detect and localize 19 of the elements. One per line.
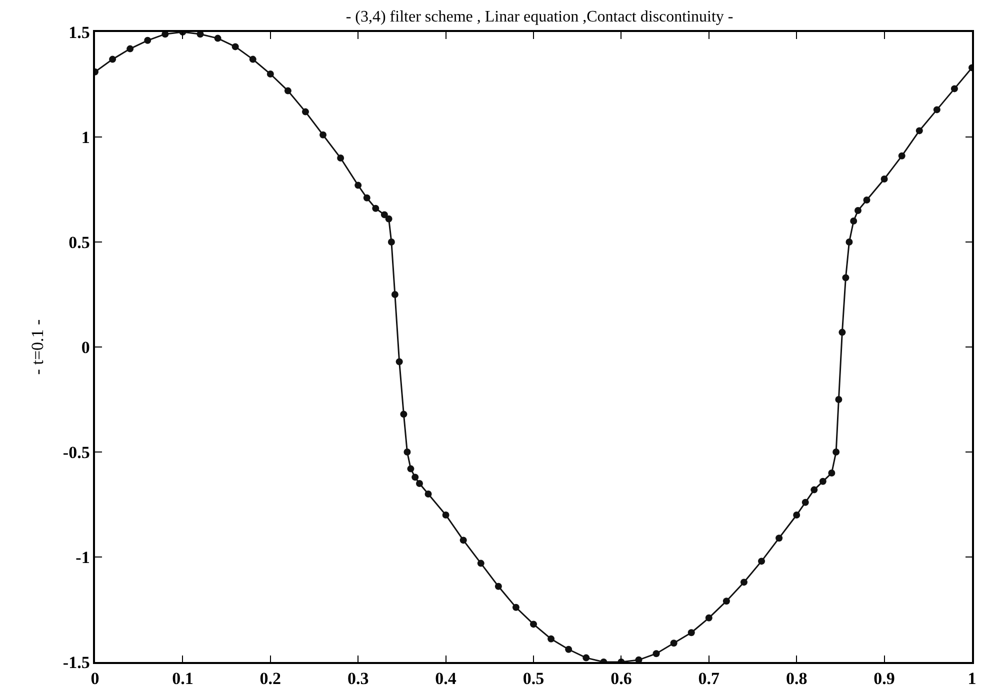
x-tick-label: 0.6 — [610, 669, 632, 688]
x-tick-label: 0.5 — [522, 669, 544, 688]
y-tick-label: -0.5 — [62, 442, 90, 462]
chart-title: - (3,4) filter scheme , Linar equation ,Contact discontinuity - — [346, 8, 734, 26]
y-tick-label: 0.5 — [68, 232, 90, 252]
y-tick-label: 1 — [81, 128, 90, 147]
y-axis-title: - t=0.1 - — [28, 318, 47, 375]
x-tick-label: 1 — [968, 669, 976, 688]
y-tick-label: 1.5 — [68, 22, 90, 42]
y-tick-label: -1.5 — [62, 652, 90, 672]
y-tick-label: 0 — [81, 338, 90, 357]
x-tick-label: 0.4 — [435, 669, 457, 688]
x-tick-label: 0.1 — [172, 669, 194, 688]
x-tick-label: 0.7 — [698, 669, 720, 688]
x-tick-label: 0.3 — [347, 669, 369, 688]
y-tick-label: -1 — [76, 548, 90, 567]
x-tick-label: 0.2 — [260, 669, 282, 688]
x-tick-label: 0.8 — [786, 669, 808, 688]
x-tick-label: 0.9 — [874, 669, 895, 688]
